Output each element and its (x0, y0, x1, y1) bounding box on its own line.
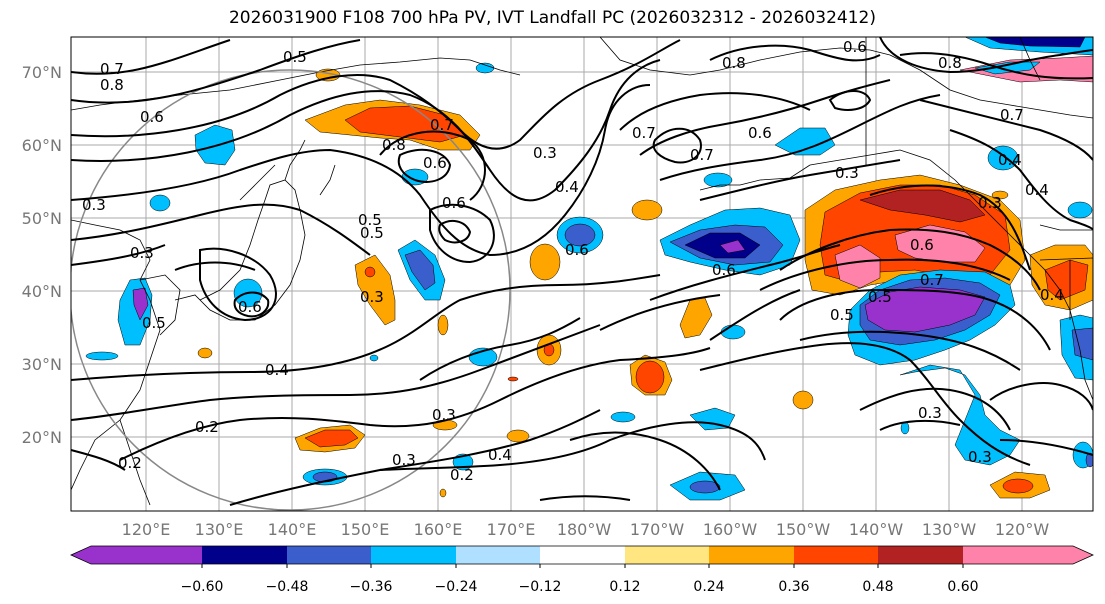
svg-text:0.6: 0.6 (238, 298, 262, 316)
svg-text:0.7: 0.7 (430, 116, 454, 134)
colorbar-tick-labels: −0.60 −0.48 −0.36 −0.24 −0.12 0.12 0.24 … (181, 579, 979, 595)
svg-text:0.3: 0.3 (835, 164, 859, 182)
svg-text:0.3: 0.3 (360, 288, 384, 306)
longitude-labels: 120°E 130°E 140°E 150°E 160°E 170°E 180°… (122, 520, 1050, 539)
svg-text:0.3: 0.3 (918, 404, 942, 422)
svg-text:0.60: 0.60 (947, 579, 978, 595)
svg-text:−0.24: −0.24 (435, 579, 478, 595)
svg-text:170°W: 170°W (630, 520, 685, 539)
svg-text:−0.60: −0.60 (181, 579, 224, 595)
svg-text:0.5: 0.5 (868, 288, 892, 306)
svg-text:0.5: 0.5 (283, 48, 307, 66)
colorbar-segment (456, 546, 541, 564)
svg-text:0.24: 0.24 (693, 579, 724, 595)
svg-text:0.6: 0.6 (442, 194, 466, 212)
map-frame (70, 36, 1094, 512)
svg-text:0.12: 0.12 (609, 579, 640, 595)
svg-text:0.6: 0.6 (423, 154, 447, 172)
svg-text:0.4: 0.4 (1025, 181, 1049, 199)
svg-text:0.4: 0.4 (555, 178, 579, 196)
svg-text:0.8: 0.8 (382, 136, 406, 154)
svg-text:0.3: 0.3 (82, 196, 106, 214)
svg-text:0.6: 0.6 (843, 38, 867, 56)
svg-text:140°E: 140°E (268, 520, 317, 539)
svg-text:0.3: 0.3 (968, 448, 992, 466)
svg-text:160°W: 160°W (703, 520, 758, 539)
colorbar-segment (287, 546, 372, 564)
svg-text:140°W: 140°W (849, 520, 904, 539)
colorbar-arrow-low (71, 546, 92, 564)
svg-text:120°E: 120°E (122, 520, 171, 539)
svg-text:170°E: 170°E (487, 520, 536, 539)
svg-text:0.8: 0.8 (722, 54, 746, 72)
svg-text:0.3: 0.3 (533, 144, 557, 162)
pv-anomaly-shading (85, 37, 1093, 501)
svg-text:−0.36: −0.36 (350, 579, 393, 595)
pv-contours (71, 37, 1093, 506)
svg-text:0.3: 0.3 (978, 194, 1002, 212)
contour-labels: 0.7 0.8 0.6 0.5 0.8 0.7 0.6 0.6 0.6 0.3 … (82, 38, 1064, 484)
svg-text:0.7: 0.7 (690, 146, 714, 164)
domain-circle (71, 69, 511, 511)
colorbar-segment (540, 546, 626, 564)
svg-text:0.5: 0.5 (360, 224, 384, 242)
svg-text:0.3: 0.3 (432, 406, 456, 424)
svg-text:30°N: 30°N (22, 355, 62, 374)
colorbar-segment (794, 546, 879, 564)
map-title: 2026031900 F108 700 hPa PV, IVT Landfall… (228, 8, 876, 28)
svg-text:120°W: 120°W (995, 520, 1050, 539)
svg-text:0.3: 0.3 (130, 244, 154, 262)
colorbar-segment (963, 546, 1074, 564)
svg-text:0.6: 0.6 (748, 124, 772, 142)
svg-text:0.7: 0.7 (632, 124, 656, 142)
colorbar-arrow-high (1072, 546, 1093, 564)
svg-text:0.4: 0.4 (265, 361, 289, 379)
svg-text:0.5: 0.5 (142, 314, 166, 332)
colorbar-segment (709, 546, 795, 564)
svg-text:0.7: 0.7 (920, 271, 944, 289)
svg-text:130°E: 130°E (195, 520, 244, 539)
svg-text:130°W: 130°W (922, 520, 977, 539)
colorbar-segment (202, 546, 288, 564)
svg-text:20°N: 20°N (22, 428, 62, 447)
svg-text:0.6: 0.6 (910, 236, 934, 254)
svg-text:0.6: 0.6 (565, 241, 589, 259)
svg-text:60°N: 60°N (22, 136, 62, 155)
svg-text:150°E: 150°E (341, 520, 390, 539)
svg-text:0.7: 0.7 (1000, 106, 1024, 124)
svg-text:−0.48: −0.48 (266, 579, 309, 595)
svg-text:40°N: 40°N (22, 282, 62, 301)
svg-text:0.4: 0.4 (998, 151, 1022, 169)
svg-text:160°E: 160°E (414, 520, 463, 539)
svg-text:0.5: 0.5 (358, 211, 382, 229)
svg-text:0.5: 0.5 (830, 306, 854, 324)
svg-text:0.4: 0.4 (488, 446, 512, 464)
svg-text:0.3: 0.3 (392, 451, 416, 469)
svg-text:0.7: 0.7 (100, 60, 124, 78)
colorbar (70, 545, 1094, 568)
svg-text:0.6: 0.6 (712, 261, 736, 279)
colorbar-segment (625, 546, 710, 564)
svg-text:−0.12: −0.12 (519, 579, 562, 595)
svg-text:0.2: 0.2 (195, 418, 219, 436)
colorbar-segment (371, 546, 457, 564)
svg-text:70°N: 70°N (22, 63, 62, 82)
svg-text:0.2: 0.2 (450, 466, 474, 484)
svg-text:0.48: 0.48 (862, 579, 893, 595)
colorbar-segment (878, 546, 964, 564)
svg-text:0.8: 0.8 (938, 54, 962, 72)
svg-text:50°N: 50°N (22, 209, 62, 228)
svg-text:0.8: 0.8 (100, 76, 124, 94)
svg-text:0.36: 0.36 (778, 579, 809, 595)
svg-text:180°W: 180°W (557, 520, 612, 539)
latitude-labels: 70°N 60°N 50°N 40°N 30°N 20°N (22, 63, 62, 447)
colorbar-segment (91, 546, 203, 564)
colorbar-outline (70, 545, 1094, 565)
svg-text:0.4: 0.4 (1040, 286, 1064, 304)
svg-text:0.2: 0.2 (118, 454, 142, 472)
svg-text:150°W: 150°W (776, 520, 831, 539)
svg-text:0.6: 0.6 (140, 108, 164, 126)
